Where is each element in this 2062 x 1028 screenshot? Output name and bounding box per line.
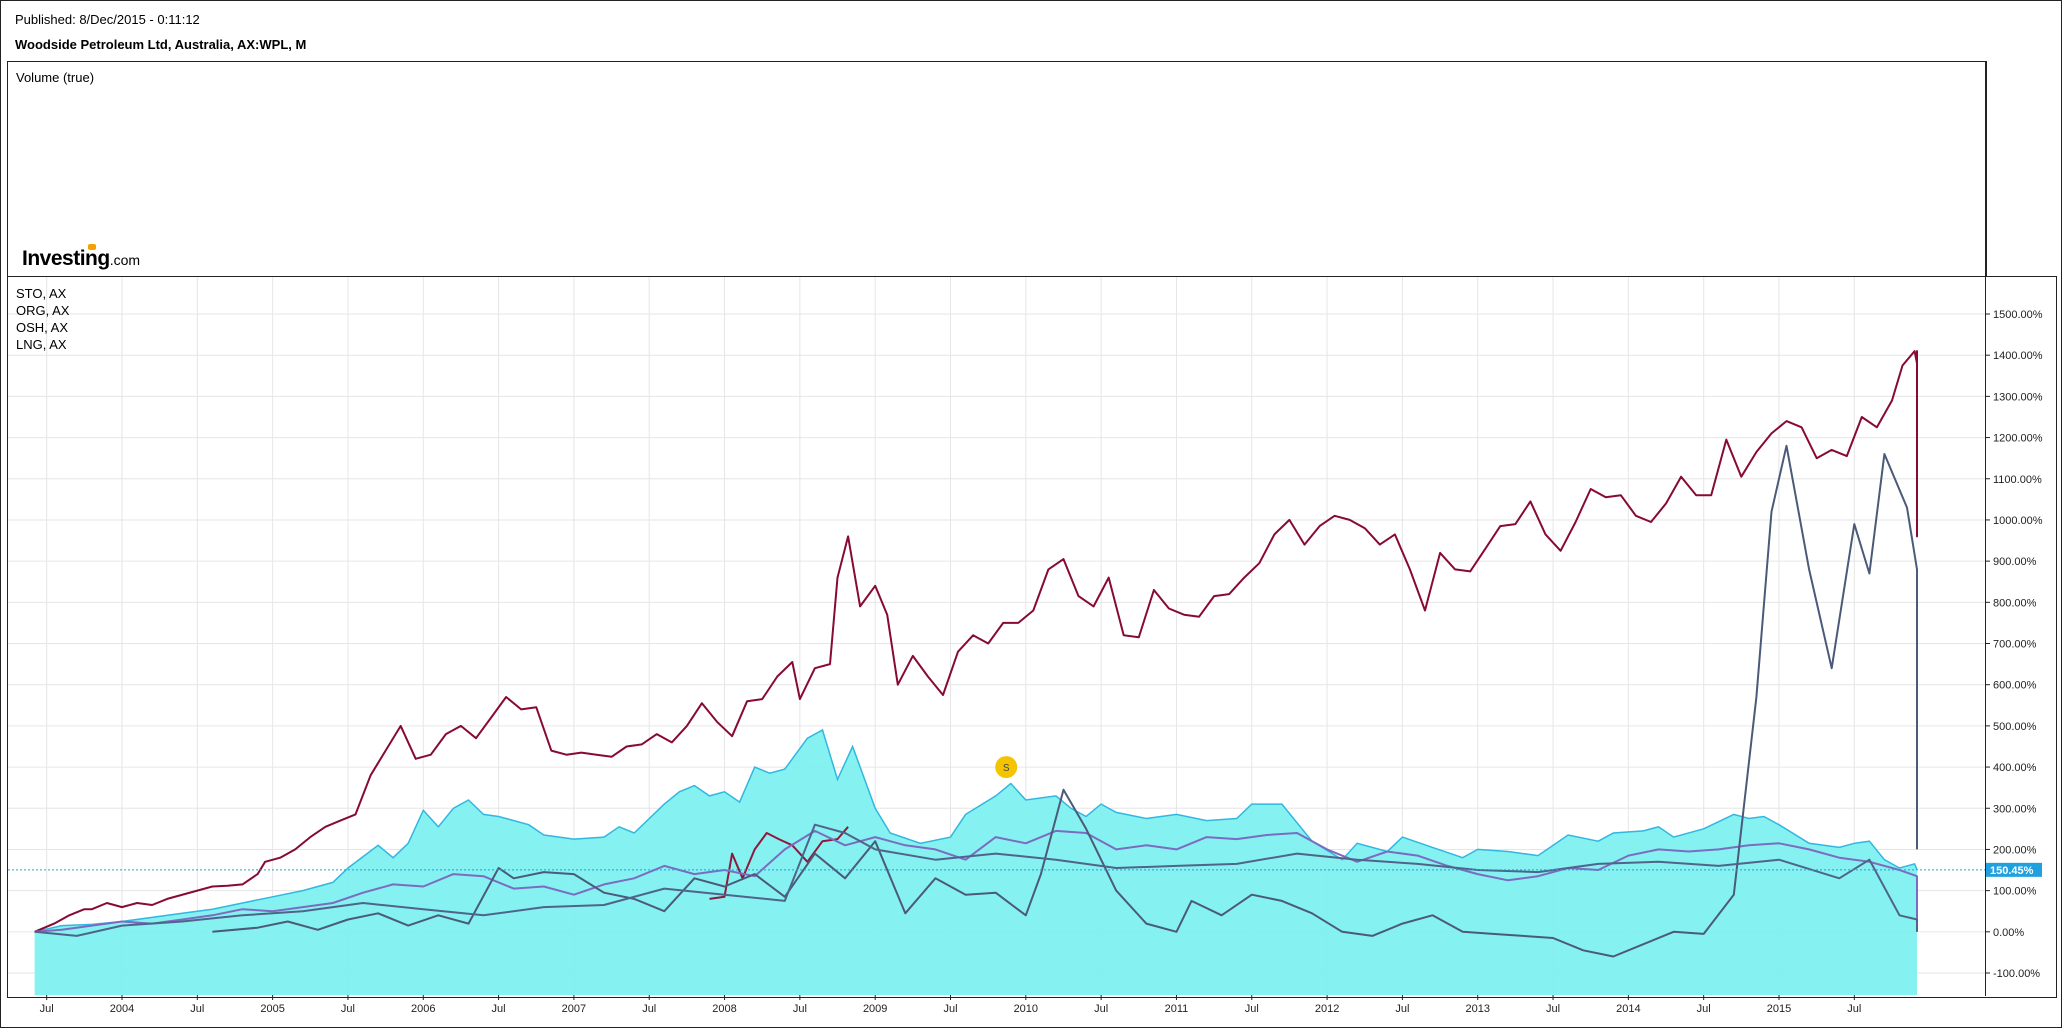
y-tick-label: 200.00% xyxy=(1993,844,2037,856)
current-value-label: 150.45% xyxy=(1990,865,2034,877)
x-tick-label: Jul xyxy=(943,1003,957,1015)
area-series xyxy=(34,728,1918,995)
y-tick-label: -100.00% xyxy=(1993,968,2040,980)
line-series xyxy=(34,350,1918,958)
event-marker-label: S xyxy=(1003,763,1010,774)
x-tick-label: 2013 xyxy=(1465,1003,1489,1015)
current-value-badge xyxy=(1986,862,2042,877)
volume-label: Volume (true) xyxy=(16,70,95,85)
x-tick-label: Jul xyxy=(190,1003,204,1015)
x-tick-label: Jul xyxy=(1697,1003,1711,1015)
y-tick-label: 1400.00% xyxy=(1993,350,2043,362)
x-tick-label: Jul xyxy=(341,1003,355,1015)
y-tick-label: 300.00% xyxy=(1993,803,2037,815)
x-tick-label: Jul xyxy=(642,1003,656,1015)
x-tick-label: 2009 xyxy=(863,1003,887,1015)
markers: 150.45% S xyxy=(8,756,2042,877)
published-timestamp: Published: 8/Dec/2015 - 0:11:12 xyxy=(15,12,200,27)
volume-panel xyxy=(7,61,1987,276)
x-tick-label: Jul xyxy=(793,1003,807,1015)
x-tick-label: Jul xyxy=(40,1003,54,1015)
x-tick-label: 2014 xyxy=(1616,1003,1640,1015)
y-tick-label: 500.00% xyxy=(1993,721,2037,733)
x-tick-label: 2008 xyxy=(712,1003,736,1015)
x-tick-label: 2005 xyxy=(260,1003,284,1015)
y-tick-label: 800.00% xyxy=(1993,597,2037,609)
event-marker xyxy=(995,756,1018,779)
x-tick-label: Jul xyxy=(1094,1003,1108,1015)
area-line xyxy=(34,728,1918,933)
x-tick-label: 2006 xyxy=(411,1003,435,1015)
y-axis: 1500.00% 1400.00% 1300.00% 1200.00% 1100.00%… xyxy=(1985,309,2043,980)
legend-item-org[interactable]: ORG, AX xyxy=(16,303,70,318)
series-line-extra-0 xyxy=(212,444,1918,958)
logo-accent-icon xyxy=(88,244,96,250)
x-tick-label: 2015 xyxy=(1767,1003,1791,1015)
y-tick-label: 600.00% xyxy=(1993,680,2037,692)
chart-title: Woodside Petroleum Ltd, Australia, AX:WP… xyxy=(15,37,307,52)
x-tick-label: Jul xyxy=(1245,1003,1259,1015)
y-tick-label: 900.00% xyxy=(1993,556,2037,568)
x-tick-label: 2012 xyxy=(1315,1003,1339,1015)
logo-suffix: .com xyxy=(109,252,141,268)
y-tick-label: 700.00% xyxy=(1993,639,2037,651)
price-panel xyxy=(7,276,2057,998)
x-tick-label: 2010 xyxy=(1014,1003,1038,1015)
x-tick-label: 2007 xyxy=(562,1003,586,1015)
y-axis-separator xyxy=(1985,61,1986,996)
y-tick-label: 1300.00% xyxy=(1993,391,2043,403)
series-line-2 xyxy=(34,829,1918,933)
series-line-1 xyxy=(709,826,849,900)
series-line-extra-1 xyxy=(34,823,1918,937)
area-fill xyxy=(34,730,1918,995)
x-tick-label: 2011 xyxy=(1165,1003,1189,1015)
x-tick-label: Jul xyxy=(1395,1003,1409,1015)
y-tick-label: 100.00% xyxy=(1993,886,2037,898)
x-tick-label: Jul xyxy=(1847,1003,1861,1015)
legend: STO, AX ORG, AX OSH, AX LNG, AX xyxy=(16,285,69,353)
y-tick-label: 400.00% xyxy=(1993,762,2037,774)
x-axis: Jul 2004 Jul 2005 Jul 2006 Jul 2007 Jul 2008 Jul 20… xyxy=(40,995,1861,1015)
x-tick-label: Jul xyxy=(492,1003,506,1015)
y-tick-label: 1500.00% xyxy=(1993,309,2043,321)
series-line-0 xyxy=(34,350,1918,933)
x-tick-label: Jul xyxy=(1546,1003,1560,1015)
y-tick-label: 1000.00% xyxy=(1993,515,2043,527)
legend-item-sto[interactable]: STO, AX xyxy=(16,286,67,301)
y-tick-label: 1200.00% xyxy=(1993,433,2043,445)
legend-item-lng[interactable]: LNG, AX xyxy=(16,337,67,352)
y-tick-label: 1100.00% xyxy=(1993,474,2042,486)
investing-logo: Investing.com xyxy=(22,244,141,271)
x-tick-label: 2004 xyxy=(110,1003,134,1015)
y-tick-label: 0.00% xyxy=(1993,927,2024,939)
legend-item-osh[interactable]: OSH, AX xyxy=(16,320,69,335)
logo-text: Investing xyxy=(22,247,110,270)
